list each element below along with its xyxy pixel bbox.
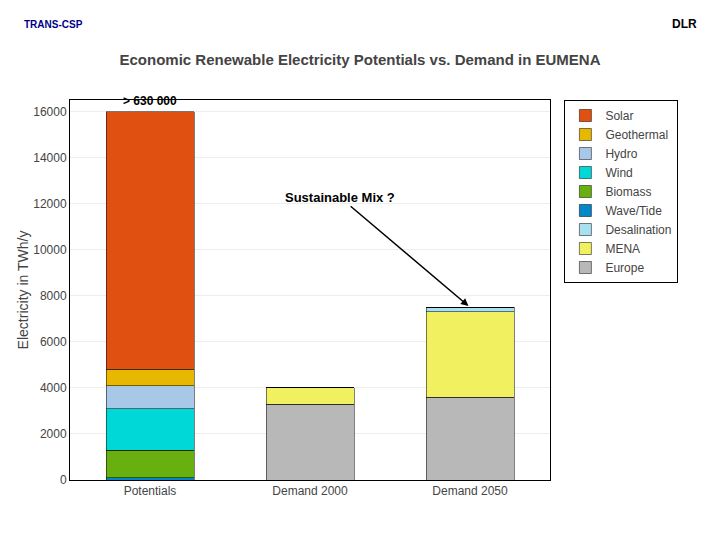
svg-text:TRANS-CSP: TRANS-CSP <box>24 19 83 30</box>
svg-text:16000: 16000 <box>33 105 67 119</box>
svg-text:14000: 14000 <box>33 151 67 165</box>
svg-text:Demand 2000: Demand 2000 <box>272 484 348 498</box>
svg-text:8000: 8000 <box>40 289 67 303</box>
svg-text:Economic Renewable Electricity: Economic Renewable Electricity Potential… <box>120 51 601 68</box>
svg-text:4000: 4000 <box>40 381 67 395</box>
svg-text:Sustainable Mix ?: Sustainable Mix ? <box>285 190 395 205</box>
svg-text:Geothermal: Geothermal <box>605 128 668 142</box>
svg-text:Potentials: Potentials <box>124 484 177 498</box>
svg-text:Electricity in TWh/y: Electricity in TWh/y <box>15 231 31 350</box>
svg-text:Hydro: Hydro <box>605 147 637 161</box>
svg-text:Biomass: Biomass <box>605 185 651 199</box>
svg-text:0: 0 <box>60 473 67 487</box>
svg-text:6000: 6000 <box>40 335 67 349</box>
svg-text:MENA: MENA <box>605 242 640 256</box>
svg-text:Wave/Tide: Wave/Tide <box>605 204 662 218</box>
svg-text:DLR: DLR <box>672 17 697 31</box>
svg-text:> 630 000: > 630 000 <box>123 94 177 108</box>
svg-text:12000: 12000 <box>33 197 67 211</box>
svg-text:Solar: Solar <box>605 109 633 123</box>
svg-text:Demand 2050: Demand 2050 <box>432 484 508 498</box>
svg-text:Europe: Europe <box>605 261 644 275</box>
svg-text:2000: 2000 <box>40 427 67 441</box>
svg-text:Desalination: Desalination <box>605 223 671 237</box>
svg-text:Wind: Wind <box>605 166 632 180</box>
svg-text:10000: 10000 <box>33 243 67 257</box>
